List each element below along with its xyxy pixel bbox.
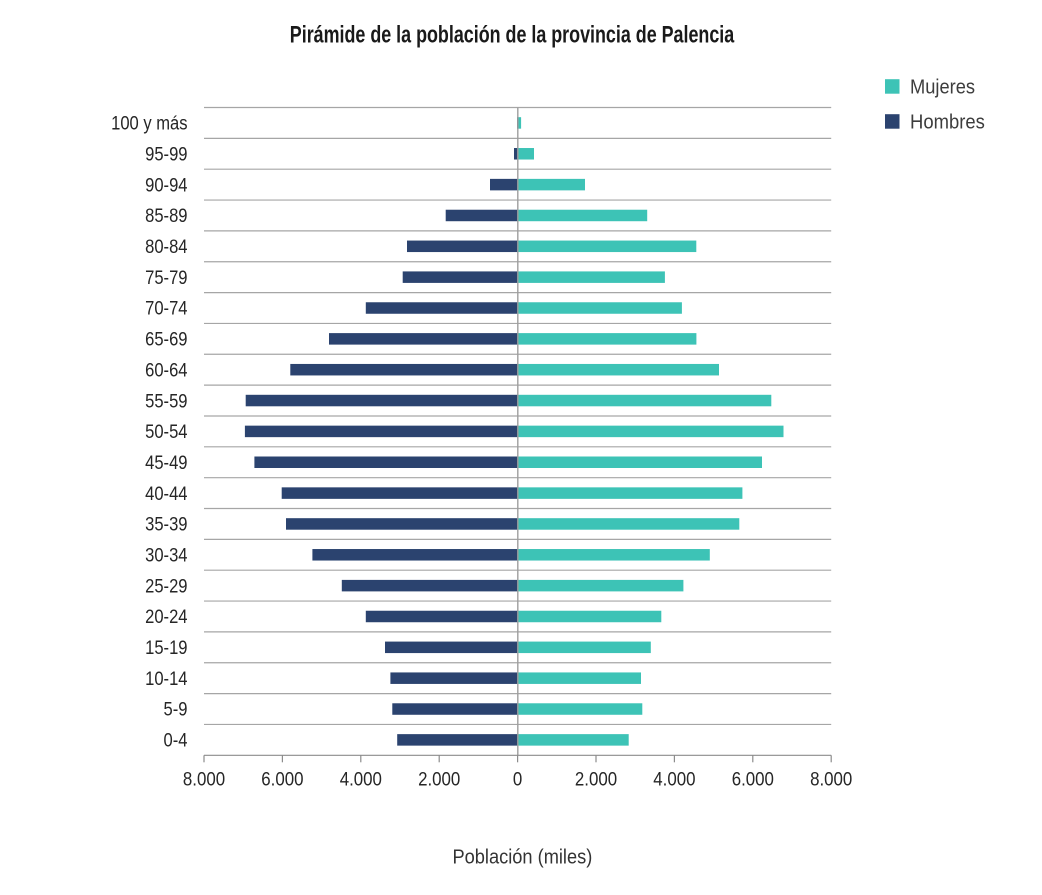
svg-text:25-29: 25-29 [145, 575, 187, 597]
svg-text:85-89: 85-89 [145, 205, 187, 227]
svg-text:75-79: 75-79 [145, 267, 187, 289]
svg-text:2.000: 2.000 [575, 767, 617, 789]
svg-text:30-34: 30-34 [145, 544, 187, 566]
svg-text:6.000: 6.000 [261, 767, 303, 789]
svg-text:Hombres: Hombres [910, 112, 985, 134]
svg-text:0-4: 0-4 [164, 729, 188, 751]
svg-text:Pirámide de la población de la: Pirámide de la población de la provincia… [290, 22, 735, 48]
svg-text:10-14: 10-14 [145, 668, 187, 690]
svg-text:4.000: 4.000 [340, 767, 382, 789]
svg-text:60-64: 60-64 [145, 359, 187, 381]
svg-text:90-94: 90-94 [145, 174, 187, 196]
svg-text:35-39: 35-39 [145, 513, 187, 535]
svg-text:0: 0 [513, 767, 522, 789]
svg-text:70-74: 70-74 [145, 297, 187, 319]
svg-text:100 y más: 100 y más [111, 112, 187, 134]
svg-text:6.000: 6.000 [732, 767, 774, 789]
svg-text:8.000: 8.000 [183, 767, 225, 789]
svg-text:5-9: 5-9 [164, 698, 188, 720]
svg-text:40-44: 40-44 [145, 483, 187, 505]
svg-text:95-99: 95-99 [145, 143, 187, 165]
svg-text:Mujeres: Mujeres [910, 77, 975, 99]
svg-text:65-69: 65-69 [145, 328, 187, 350]
svg-text:45-49: 45-49 [145, 452, 187, 474]
svg-text:50-54: 50-54 [145, 421, 187, 443]
svg-text:4.000: 4.000 [653, 767, 695, 789]
svg-text:20-24: 20-24 [145, 606, 187, 628]
svg-text:15-19: 15-19 [145, 637, 187, 659]
svg-text:8.000: 8.000 [810, 767, 852, 789]
svg-text:80-84: 80-84 [145, 236, 187, 258]
svg-text:55-59: 55-59 [145, 390, 187, 412]
svg-text:Población (miles): Población (miles) [452, 845, 592, 868]
svg-text:2.000: 2.000 [418, 767, 460, 789]
